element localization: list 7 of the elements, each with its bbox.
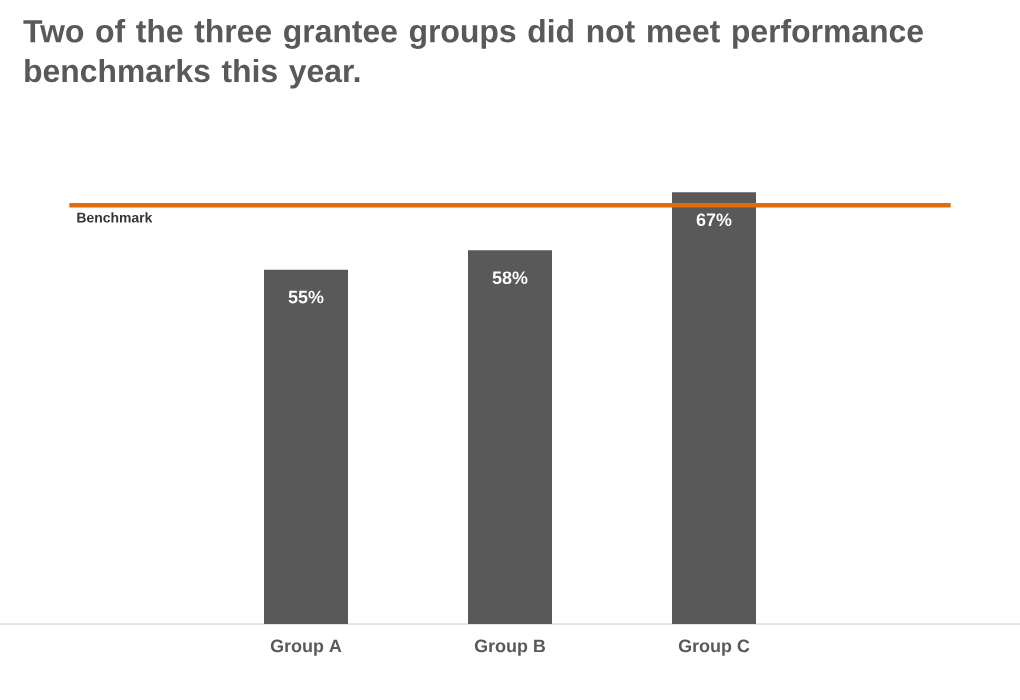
chart-title: Two of the three grantee groups did not meet performance benchmarks this year. bbox=[23, 19, 923, 89]
x-tick-label: Group A bbox=[270, 639, 342, 656]
data-label: 67% bbox=[696, 213, 732, 227]
x-tick-label: Group C bbox=[678, 639, 750, 656]
data-label: 55% bbox=[288, 290, 324, 304]
x-tick-label: Group B bbox=[474, 639, 546, 656]
data-label: 58% bbox=[492, 271, 528, 285]
